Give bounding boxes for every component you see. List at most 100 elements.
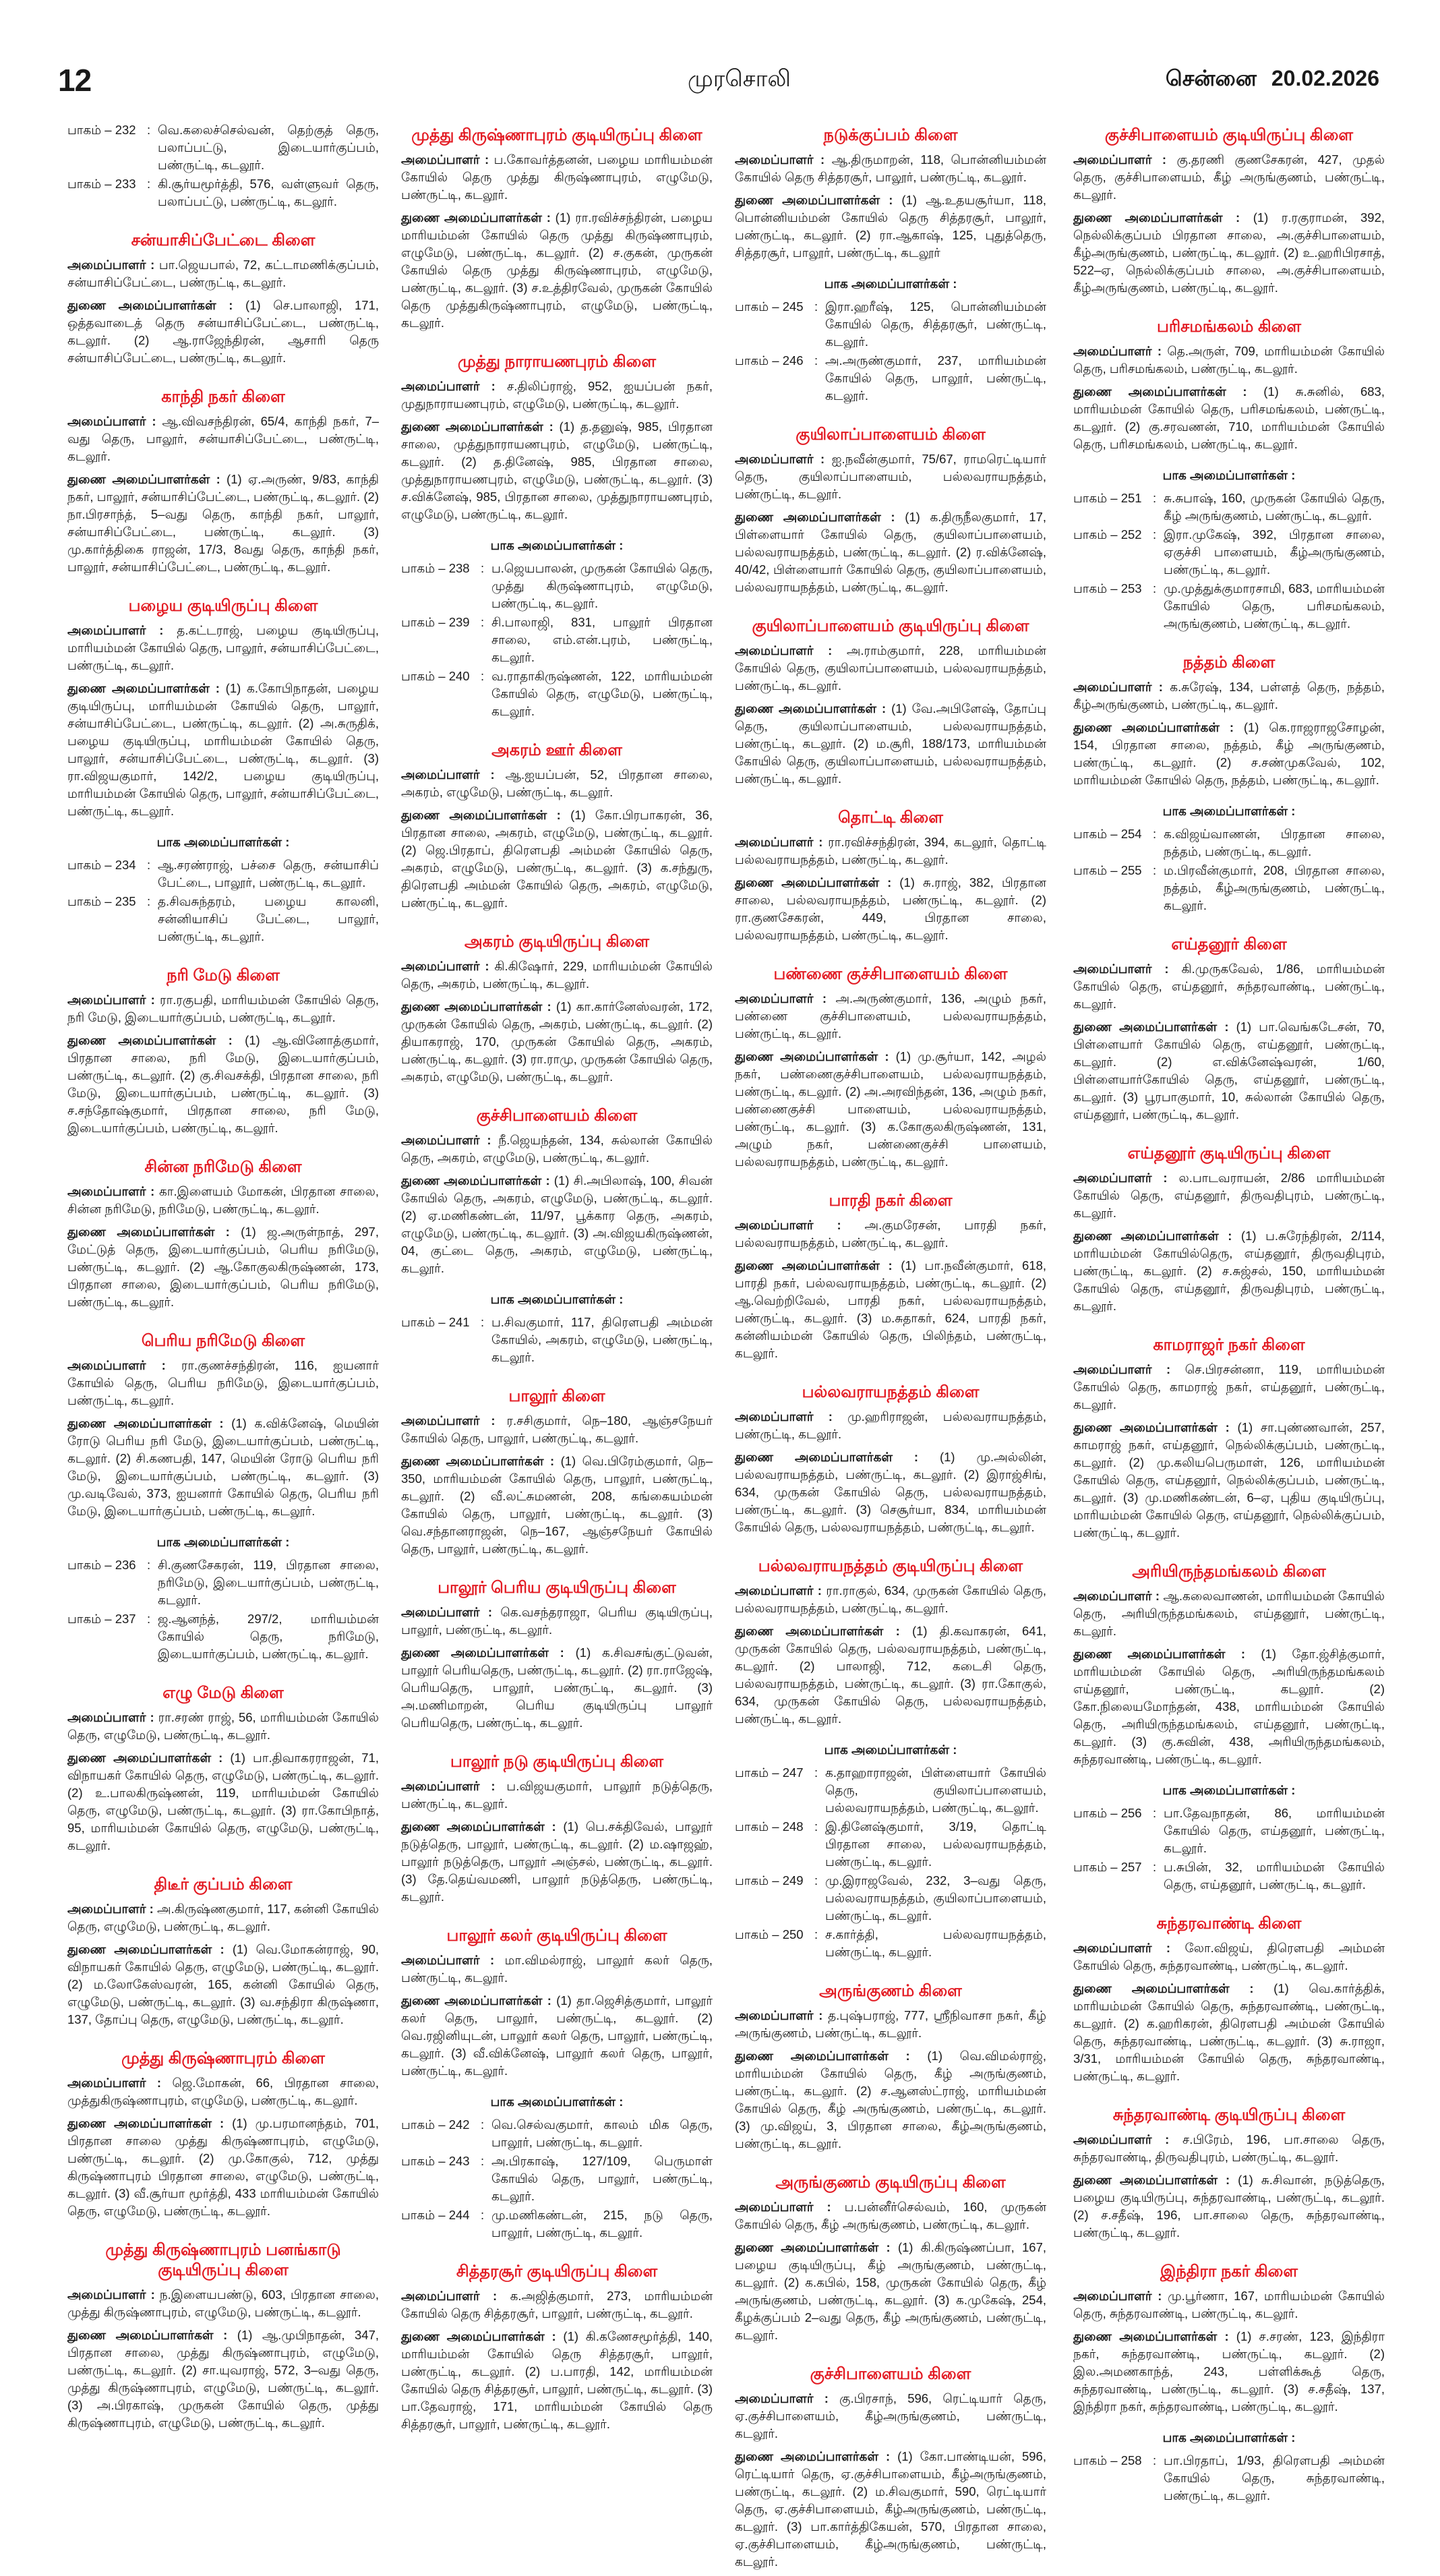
entry-text: (1) சா.புண்ணவான், 257, காமராஜ் நகர், எய்… [1073, 1420, 1385, 1540]
section-number: பாகம் – 243 [401, 2154, 470, 2168]
organizer-entry: அமைப்பாளர் : தெ.அருள், 709, மாரியம்மன் க… [1073, 343, 1385, 378]
organizer-entry: அமைப்பாளர் : கா.இளையம் மோகன், பிரதான சால… [67, 1183, 379, 1218]
entry-text: நீ.ஜெயந்தன், 134, சுல்லான் கோயில் தெரு, … [401, 1133, 713, 1165]
separator: : [1153, 863, 1157, 877]
section-number: பாகம் – 252 [1073, 527, 1142, 541]
column-2: முத்து கிருஷ்ணாபுரம் குடியிருப்பு கிளை அம… [401, 121, 713, 2438]
deputies-label: துணை அமைப்பாளர்கள் : [67, 681, 220, 695]
branch-heading: அரியிருந்தமங்கலம் கிளை [1132, 1562, 1326, 1581]
organizer-entry: அமைப்பாளர் : கி.முருகவேல், 1/86, மாரியம்… [1073, 960, 1385, 1013]
section-organizers-heading: பாக அமைப்பாளர்கள் : [156, 1535, 290, 1549]
deputy-organizers-entry: துணை அமைப்பாளர்கள் : (1) சு.சுனில், 683,… [1073, 383, 1385, 453]
section-organizer-row: பாகம் – 237: ஜ.ஆனந்த், 297/2, மாரியம்மன் … [67, 1610, 379, 1663]
organizer-label: அமைப்பாளர் : [401, 767, 495, 782]
section-organizer-text: வெ.கலைச்செல்வன், தெற்குத் தெரு, பலாப்பட்… [158, 123, 379, 172]
entry-text: (1) க.விக்னேஷ், மெயின் ரோடு பெரிய நரி மே… [67, 1416, 379, 1518]
entry-text: ரா.குணச்சந்திரன், 116, ஐயனார் கோயில் தெர… [67, 1358, 379, 1407]
entry-text: (1) சு.சிவான், நடுத்தெரு, பழைய குடியிருப… [1073, 2173, 1385, 2240]
deputies-label: துணை அமைப்பாளர்கள் : [735, 1624, 900, 1638]
deputy-organizers-entry: துணை அமைப்பாளர்கள் : (1) ச.சரண், 123, இந… [1073, 2328, 1385, 2416]
entry-text: கு.தரணி குணசேகரன், 427, முதல் தெரு, குச்… [1073, 152, 1385, 202]
deputy-organizers-entry: துணை அமைப்பாளர்கள் : (1) செ.பாலாஜி, 171,… [67, 297, 379, 367]
deputy-organizers-entry: துணை அமைப்பாளர்கள் : (1) ஆ.முபிநாதன், 34… [67, 2326, 379, 2432]
section-organizer-text: கி.சூர்யமூர்த்தி, 576, வள்ளுவர் தெரு, பல… [158, 177, 379, 208]
separator: : [481, 561, 485, 575]
branch-heading: நரி மேடு கிளை [167, 966, 280, 985]
organizer-entry: அமைப்பாளர் : ப.கோவர்த்தனன், பழைய மாரியம்… [401, 151, 713, 204]
deputy-organizers-entry: துணை அமைப்பாளர்கள் : (1) த.தனுஷ், 985, ப… [401, 418, 713, 523]
deputies-label: துணை அமைப்பாளர்கள் : [401, 1173, 550, 1188]
section-organizer-text: ஜ.ஆனந்த், 297/2, மாரியம்மன் கோயில் தெரு,… [158, 1612, 379, 1661]
section-organizer-text: பா.பிரதாப், 1/93, திரௌபதி அம்மன் கோயில் … [1164, 2453, 1385, 2502]
organizer-label: அமைப்பாளர் : [67, 1902, 154, 1916]
section-organizer-row: பாகம் – 232: வெ.கலைச்செல்வன், தெற்குத் தெ… [67, 121, 379, 174]
deputies-label: துணை அமைப்பாளர்கள் : [735, 193, 893, 207]
organizer-entry: அமைப்பாளர் : ஆ.திருமாறன், 118, பொன்னியம்… [735, 151, 1046, 186]
section-organizer-text: சு.சுபாஷ், 160, முருகன் கோயில் தெரு, கீழ… [1164, 491, 1385, 523]
section-organizer-text: பா.தேவநாதன், 86, மாரியம்மன் கோயில் தெரு,… [1164, 1806, 1385, 1855]
deputy-organizers-entry: துணை அமைப்பாளர்கள் : (1) மு.அல்லின், பல்… [735, 1448, 1046, 1536]
separator: : [814, 299, 818, 314]
entry-text: (1) ஆ.முபிநாதன், 347, பிரதான சாலை, முத்த… [67, 2328, 380, 2430]
organizer-label: அமைப்பாளர் : [1073, 680, 1163, 694]
organizer-label: அமைப்பாளர் : [67, 1358, 166, 1372]
column-1: பாகம் – 232: வெ.கலைச்செல்வன், தெற்குத் தெ… [67, 121, 379, 2437]
deputies-label: துணை அமைப்பாளர்கள் : [1073, 1420, 1230, 1434]
deputies-label: துணை அமைப்பாளர்கள் : [401, 2329, 556, 2343]
branch-heading: இந்திரா நகர் கிளை [1160, 2262, 1298, 2281]
organizer-label: அமைப்பாளர் : [401, 959, 489, 973]
entry-text: (1) மு.பரமானந்தம், 701, பிரதான சாலை முத்… [67, 2116, 380, 2218]
section-organizer-row: பாகம் – 235: த.சிவசுந்தரம், பழைய காலனி, ச… [67, 893, 379, 945]
organizer-label: அமைப்பாளர் : [735, 152, 825, 167]
deputies-label: துணை அமைப்பாளர்கள் : [735, 1049, 889, 1063]
organizer-entry: அமைப்பாளர் : மு.பூர்ணா, 167, மாரியம்மன் … [1073, 2287, 1385, 2322]
organizer-label: அமைப்பாளர் : [735, 2391, 829, 2405]
branch-heading: நத்தம் கிளை [1182, 653, 1276, 672]
branch-heading: முத்து நாராயணபுரம் கிளை [457, 353, 657, 371]
deputy-organizers-entry: துணை அமைப்பாளர்கள் : (1) சு.சிவான், நடுத… [1073, 2171, 1385, 2242]
section-organizers-heading: பாக அமைப்பாளர்கள் : [156, 835, 290, 849]
section-organizer-row: பாகம் – 233: கி.சூர்யமூர்த்தி, 576, வள்ளு… [67, 175, 379, 210]
entry-text: கெ.வசந்தராஜா, பெரிய குடியிருப்பு, பாலூர்… [401, 1605, 713, 1637]
deputy-organizers-entry: துணை அமைப்பாளர்கள் : (1) கா.கார்னேஸ்வரன்… [401, 998, 713, 1086]
organizer-label: அமைப்பாளர் : [735, 835, 823, 849]
entry-text: ஆ.திருமாறன், 118, பொன்னியம்மன் கோயில் தெ… [735, 152, 1047, 184]
section-organizer-text: ஆ.சரண்ராஜ், பச்சை தெரு, சன்யாசிப் பேட்டை… [158, 858, 379, 889]
entry-text: (1) கெ.ராஜராஜசோழன், 154, பிரதான சாலை, நத… [1073, 720, 1385, 787]
entry-text: (1) ஆ.வினோத்குமார், பிரதான சாலை, நரி மேட… [67, 1033, 379, 1135]
deputy-organizers-entry: துணை அமைப்பாளர்கள் : (1) ஆ.வினோத்குமார்,… [67, 1032, 379, 1137]
entry-text: அ.கிருஷ்ணகுமார், 117, கன்னி கோயில் தெரு,… [67, 1902, 380, 1933]
separator: : [481, 2117, 485, 2132]
branch-heading: பாலூர் கலர் குடியிருப்பு கிளை [446, 1927, 667, 1945]
organizer-label: அமைப்பாளர் : [401, 1413, 496, 1428]
organizer-entry: அமைப்பாளர் : ஜெ.மோகன், 66, பிரதான சாலை, … [67, 2074, 379, 2109]
section-number: பாகம் – 251 [1073, 491, 1142, 505]
deputies-label: துணை அமைப்பாளர்கள் : [735, 2049, 910, 2063]
separator: : [1153, 827, 1157, 841]
organizer-entry: அமைப்பாளர் : கெ.வசந்தராஜா, பெரிய குடியிர… [401, 1604, 713, 1639]
entry-text: (1) கோ.பிரபாகரன், 36, பிரதான சாலை, அகரம்… [401, 808, 713, 910]
deputies-label: துணை அமைப்பாளர்கள் : [67, 298, 233, 312]
section-number: பாகம் – 234 [67, 858, 136, 872]
section-number: பாகம் – 241 [401, 1315, 470, 1329]
deputy-organizers-entry: துணை அமைப்பாளர்கள் : (1) ஆ.உதயசூர்யா, 11… [735, 192, 1046, 262]
deputy-organizers-entry: துணை அமைப்பாளர்கள் : (1) கி.கிருஷ்ணப்பா,… [735, 2239, 1046, 2344]
branch-heading: குச்சிபாளையம் குடியிருப்பு கிளை [1104, 126, 1354, 144]
entry-text: கா.இளையம் மோகன், பிரதான சாலை, சின்ன நரிம… [67, 1184, 380, 1216]
section-organizer-row: பாகம் – 246: அ.அருண்குமார், 237, மாரியம்ம… [735, 352, 1046, 405]
section-organizers-heading: பாக அமைப்பாளர்கள் : [1162, 468, 1296, 482]
organizer-entry: அமைப்பாளர் : ரா.ரகுபதி, மாரியம்மன் கோயில… [67, 991, 379, 1026]
section-organizer-text: அ.பிரகாஷ், 127/109, பெருமாள் கோயில் தெரு… [491, 2154, 713, 2203]
section-organizer-row: பாகம் – 238: ப.ஜெயபாலன், முருகன் கோயில் த… [401, 560, 713, 612]
branch-heading: சித்தரசூர் குடியிருப்பு கிளை [456, 2262, 658, 2281]
deputy-organizers-entry: துணை அமைப்பாளர்கள் : (1) கோ.பாண்டியன், 5… [735, 2448, 1046, 2571]
deputies-label: துணை அமைப்பாளர்கள் : [401, 1993, 551, 2008]
organizer-entry: அமைப்பாளர் : ந.இளையபண்டு, 603, பிரதான சா… [67, 2286, 379, 2321]
section-organizers-heading: பாக அமைப்பாளர்கள் : [490, 1292, 624, 1306]
organizer-label: அமைப்பாளர் : [67, 1710, 154, 1724]
page-number: 12 [58, 63, 92, 98]
deputies-label: துணை அமைப்பாளர்கள் : [67, 472, 220, 486]
deputies-label: துணை அமைப்பாளர்கள் : [401, 999, 551, 1014]
organizer-label: அமைப்பாளர் : [401, 152, 489, 167]
entry-text: (1) கா.கார்னேஸ்வரன், 172, முருகன் கோயில்… [401, 999, 713, 1084]
